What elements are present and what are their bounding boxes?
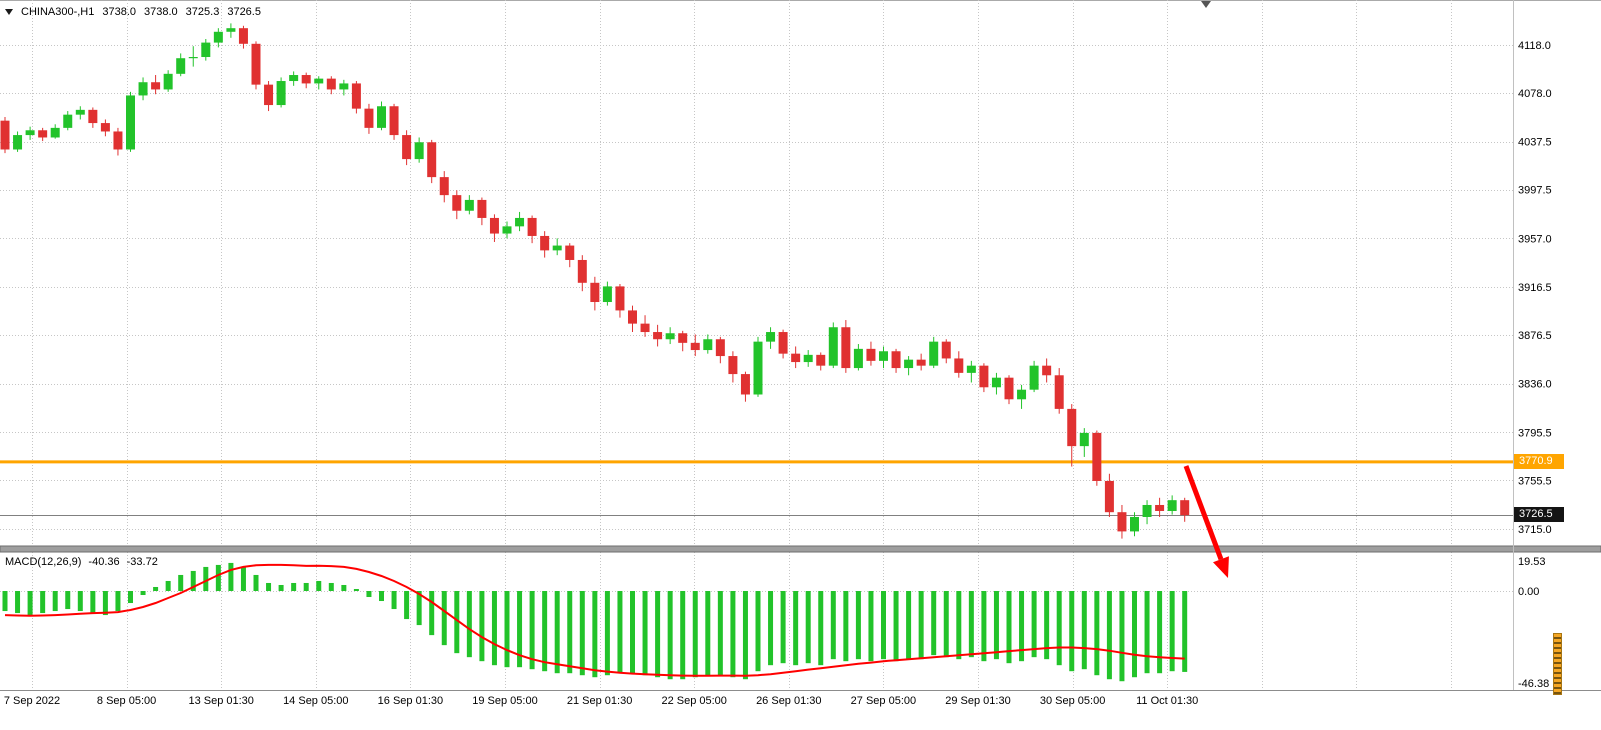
svg-text:19 Sep 05:00: 19 Sep 05:00: [472, 695, 537, 707]
macd-histogram: [2, 562, 1188, 682]
svg-text:3755.5: 3755.5: [1518, 475, 1552, 487]
symbol-dropdown-icon[interactable]: [5, 9, 13, 15]
ohlc-open: 3738.0: [102, 6, 137, 18]
svg-text:21 Sep 01:30: 21 Sep 01:30: [567, 695, 632, 707]
down-arrow-annotation[interactable]: [1183, 465, 1229, 578]
svg-text:7 Sep 2022: 7 Sep 2022: [4, 695, 60, 707]
macd-signal-value: -33.72: [126, 556, 158, 568]
ohlc-high: 3738.0: [144, 6, 178, 18]
svg-text:3836.0: 3836.0: [1518, 379, 1552, 391]
svg-text:19.53: 19.53: [1518, 556, 1546, 568]
grid-layer: [0, 0, 1513, 690]
candles-layer[interactable]: [0, 23, 1190, 539]
macd-name: MACD(12,26,9): [5, 556, 82, 568]
macd-signal-line: [4, 563, 1185, 677]
svg-text:14 Sep 05:00: 14 Sep 05:00: [283, 695, 348, 707]
ohlc-close: 3726.5: [227, 6, 261, 18]
svg-text:27 Sep 05:00: 27 Sep 05:00: [851, 695, 916, 707]
svg-text:30 Sep 05:00: 30 Sep 05:00: [1040, 695, 1105, 707]
svg-text:3997.5: 3997.5: [1518, 185, 1552, 197]
right-edge-slider[interactable]: [1553, 633, 1562, 695]
symbol-info: CHINA300-,H1 3738.0 3738.0 3725.3 3726.5: [5, 6, 261, 18]
svg-text:3876.5: 3876.5: [1518, 330, 1552, 342]
ohlc-low: 3725.3: [185, 6, 220, 18]
time-axis-labels[interactable]: 7 Sep 2022 8 Sep 05:00 13 Sep 01:30 14 Sep …: [4, 695, 1198, 707]
level-price-badge: 3770.9: [1514, 454, 1564, 469]
svg-text:3916.5: 3916.5: [1518, 282, 1552, 294]
svg-text:4037.5: 4037.5: [1518, 137, 1552, 149]
svg-text:4118.0: 4118.0: [1518, 40, 1551, 52]
svg-text:22 Sep 05:00: 22 Sep 05:00: [661, 695, 726, 707]
svg-text:3957.0: 3957.0: [1518, 233, 1552, 245]
svg-text:29 Sep 01:30: 29 Sep 01:30: [945, 695, 1010, 707]
svg-text:0.00: 0.00: [1518, 586, 1539, 598]
svg-text:3715.0: 3715.0: [1518, 524, 1552, 536]
svg-text:11 Oct 01:30: 11 Oct 01:30: [1136, 695, 1198, 707]
panel-separator[interactable]: [0, 545, 1601, 553]
svg-text:26 Sep 01:30: 26 Sep 01:30: [756, 695, 821, 707]
svg-text:-46.38: -46.38: [1518, 678, 1549, 690]
svg-text:13 Sep 01:30: 13 Sep 01:30: [188, 695, 253, 707]
svg-text:16 Sep 01:30: 16 Sep 01:30: [378, 695, 443, 707]
chart-shift-marker-icon[interactable]: [1201, 1, 1211, 8]
svg-text:3795.5: 3795.5: [1518, 427, 1552, 439]
svg-text:4078.0: 4078.0: [1518, 88, 1552, 100]
price-axis-labels[interactable]: 4118.0 4078.0 4037.5 3997.5 3957.0 3916.5 3876…: [1518, 40, 1552, 690]
svg-text:8 Sep 05:00: 8 Sep 05:00: [97, 695, 156, 707]
current-price-badge: 3726.5: [1514, 507, 1564, 522]
symbol-period-label: CHINA300-,H1: [21, 6, 95, 18]
macd-main-value: -40.36: [88, 556, 120, 568]
macd-indicator-label: MACD(12,26,9) -40.36 -33.72: [5, 556, 158, 568]
